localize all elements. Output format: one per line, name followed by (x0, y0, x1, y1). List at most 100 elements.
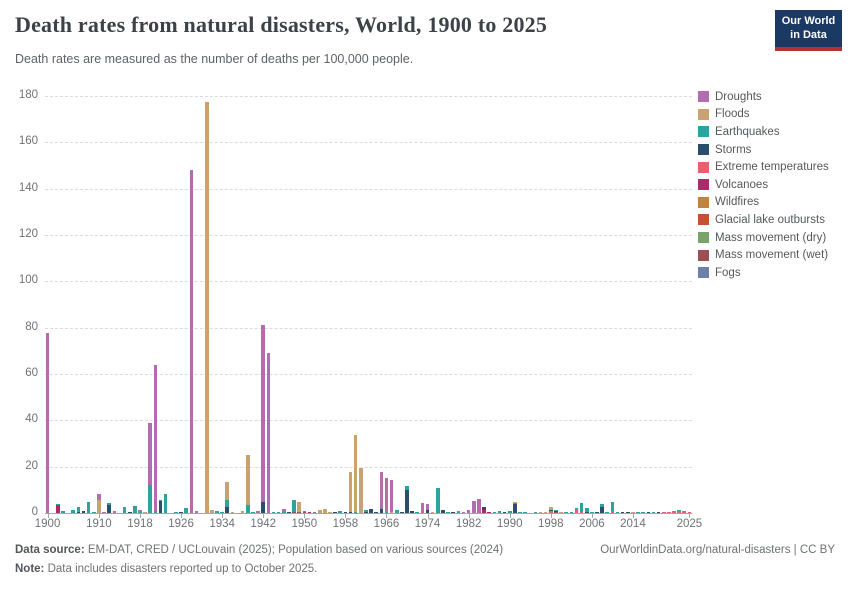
bar-segment-1970-earthquakes[interactable] (405, 486, 409, 491)
bar-segment-1963-storms[interactable] (369, 508, 373, 513)
bar-segment-2002-earthquakes[interactable] (569, 512, 574, 513)
bar-segment-1991-earthquakes[interactable] (513, 503, 517, 504)
bar-segment-1918-droughts[interactable] (138, 509, 142, 513)
bar-1943[interactable] (266, 353, 271, 513)
bar-1966[interactable] (384, 478, 389, 513)
bar-segment-2010-extreme_temperatures[interactable] (610, 510, 615, 513)
bar-1992[interactable] (518, 512, 522, 513)
bar-2012[interactable] (620, 512, 625, 513)
bar-1996[interactable] (538, 512, 543, 513)
bar-2011[interactable] (615, 512, 620, 513)
bar-segment-1925-earthquakes[interactable] (174, 511, 178, 513)
bar-1971[interactable] (410, 510, 414, 513)
bar-segment-1983-droughts[interactable] (471, 500, 476, 513)
legend-item-floods[interactable]: Floods (698, 106, 829, 124)
bar-segment-1998-extreme_temperatures[interactable] (548, 510, 553, 513)
bar-segment-2012-storms[interactable] (620, 512, 625, 513)
bar-segment-1985-storms[interactable] (482, 507, 486, 510)
bar-segment-1985-volcanoes[interactable] (482, 509, 486, 513)
bar-segment-2009-earthquakes[interactable] (605, 512, 610, 513)
bar-segment-1960-earthquakes[interactable] (353, 511, 358, 513)
bar-2009[interactable] (605, 512, 610, 513)
bar-segment-1933-earthquakes[interactable] (215, 511, 219, 513)
bar-segment-2004-extreme_temperatures[interactable] (579, 512, 584, 513)
bar-1919[interactable] (143, 511, 147, 513)
bar-segment-1971-storms[interactable] (410, 510, 414, 513)
bar-1983[interactable] (471, 500, 476, 513)
bar-segment-1936-floods[interactable] (230, 511, 235, 513)
bar-segment-1938-floods[interactable] (240, 511, 245, 513)
bar-2021[interactable] (667, 512, 671, 513)
bar-1982[interactable] (466, 510, 471, 513)
bar-segment-2018-earthquakes[interactable] (651, 512, 656, 513)
bar-1997[interactable] (543, 512, 548, 513)
bar-1962[interactable] (364, 510, 368, 513)
bar-segment-1948-mass_movement_wet[interactable] (292, 511, 296, 513)
bar-segment-2023-extreme_temperatures[interactable] (677, 511, 681, 513)
bar-1912[interactable] (107, 503, 111, 513)
bar-segment-1984-droughts[interactable] (477, 498, 481, 513)
bar-segment-2025-extreme_temperatures[interactable] (687, 512, 692, 513)
bar-segment-1935-earthquakes[interactable] (225, 499, 230, 507)
bar-1911[interactable] (102, 511, 106, 513)
bar-segment-1995-earthquakes[interactable] (533, 512, 538, 513)
bar-segment-1918-earthquakes[interactable] (138, 512, 142, 513)
bar-segment-1921-droughts[interactable] (153, 365, 158, 512)
bar-1958[interactable] (343, 512, 348, 513)
bar-1925[interactable] (174, 511, 178, 513)
bar-1986[interactable] (487, 512, 491, 513)
license-link[interactable]: OurWorldinData.org/natural-disasters | C… (600, 544, 835, 556)
bar-segment-1997-floods[interactable] (543, 512, 548, 513)
bar-2016[interactable] (641, 512, 645, 513)
bar-segment-2019-storms[interactable] (656, 512, 661, 513)
bar-segment-1999-mass_movement_wet[interactable] (554, 512, 558, 513)
bar-segment-2005-storms[interactable] (584, 512, 589, 513)
bar-segment-2008-earthquakes[interactable] (600, 503, 604, 508)
bar-segment-1945-earthquakes[interactable] (276, 511, 281, 513)
bar-segment-2020-extreme_temperatures[interactable] (661, 512, 666, 513)
bar-segment-1944-earthquakes[interactable] (271, 511, 276, 513)
bar-segment-1909-earthquakes[interactable] (91, 511, 96, 513)
bar-1951[interactable] (307, 512, 312, 513)
bar-segment-1959-floods[interactable] (348, 471, 353, 512)
bar-segment-2005-earthquakes[interactable] (584, 508, 589, 513)
bar-1978[interactable] (446, 511, 450, 513)
bar-segment-2003-earthquakes[interactable] (574, 508, 579, 510)
bar-segment-2001-earthquakes[interactable] (564, 511, 568, 513)
bar-2014[interactable] (631, 512, 635, 513)
bar-segment-1998-storms[interactable] (548, 509, 553, 511)
bar-segment-2011-earthquakes[interactable] (615, 512, 620, 513)
bar-1945[interactable] (276, 511, 281, 513)
bar-segment-1953-floods[interactable] (317, 510, 322, 513)
bar-segment-1951-volcanoes[interactable] (307, 512, 312, 513)
bar-1928[interactable] (189, 170, 194, 513)
legend-item-fogs[interactable]: Fogs (698, 264, 829, 282)
bar-1987[interactable] (492, 512, 497, 513)
bar-1953[interactable] (317, 510, 322, 513)
bar-1907[interactable] (81, 510, 86, 513)
bar-segment-1912-earthquakes[interactable] (107, 503, 111, 506)
bar-segment-1916-storms[interactable] (127, 511, 132, 513)
bar-segment-1932-floods[interactable] (210, 509, 214, 513)
bar-segment-1968-earthquakes[interactable] (394, 510, 399, 513)
bar-segment-1962-storms[interactable] (364, 512, 368, 513)
bar-segment-1966-earthquakes[interactable] (384, 512, 389, 513)
bar-segment-1950-mass_movement_wet[interactable] (302, 511, 307, 513)
bar-segment-1920-earthquakes[interactable] (148, 485, 153, 513)
bar-1956[interactable] (333, 512, 337, 513)
bar-segment-1931-floods[interactable] (204, 101, 209, 513)
bar-segment-1982-droughts[interactable] (466, 510, 471, 513)
bar-segment-1920-droughts[interactable] (148, 422, 153, 486)
bar-segment-1940-earthquakes[interactable] (251, 511, 255, 513)
bar-segment-1956-storms[interactable] (333, 512, 337, 513)
bar-segment-1946-droughts[interactable] (281, 509, 286, 513)
bar-segment-1993-earthquakes[interactable] (523, 512, 527, 513)
bar-segment-1946-earthquakes[interactable] (281, 512, 286, 513)
bar-segment-1939-earthquakes[interactable] (246, 504, 250, 513)
bar-segment-1908-earthquakes[interactable] (86, 501, 91, 513)
bar-1954[interactable] (323, 509, 327, 513)
bar-segment-1996-floods[interactable] (538, 512, 543, 513)
bar-segment-1905-earthquakes[interactable] (71, 509, 76, 513)
legend-item-glacial_lake_outbursts[interactable]: Glacial lake outbursts (698, 211, 829, 229)
bar-1998[interactable] (548, 506, 553, 513)
